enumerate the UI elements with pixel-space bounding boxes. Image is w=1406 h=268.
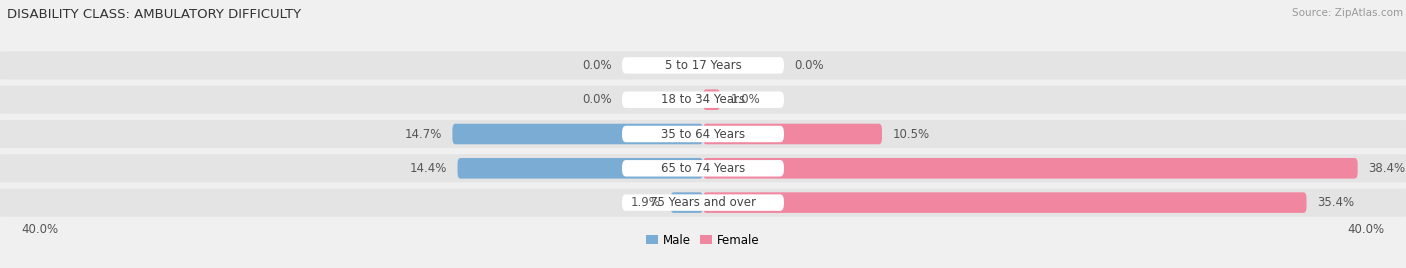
Text: 35.4%: 35.4% <box>1317 196 1354 209</box>
FancyBboxPatch shape <box>453 124 703 144</box>
Text: Source: ZipAtlas.com: Source: ZipAtlas.com <box>1292 8 1403 18</box>
Text: 75 Years and over: 75 Years and over <box>650 196 756 209</box>
Text: 0.0%: 0.0% <box>794 59 824 72</box>
FancyBboxPatch shape <box>0 189 1406 217</box>
Legend: Male, Female: Male, Female <box>641 229 765 252</box>
Text: 14.7%: 14.7% <box>405 128 441 140</box>
FancyBboxPatch shape <box>0 120 1406 148</box>
FancyBboxPatch shape <box>671 192 703 213</box>
FancyBboxPatch shape <box>621 91 785 108</box>
Text: 35 to 64 Years: 35 to 64 Years <box>661 128 745 140</box>
Text: 5 to 17 Years: 5 to 17 Years <box>665 59 741 72</box>
FancyBboxPatch shape <box>703 90 720 110</box>
FancyBboxPatch shape <box>457 158 703 178</box>
Text: 40.0%: 40.0% <box>1348 222 1385 236</box>
FancyBboxPatch shape <box>621 160 785 177</box>
Text: 40.0%: 40.0% <box>21 222 58 236</box>
Text: 14.4%: 14.4% <box>411 162 447 175</box>
FancyBboxPatch shape <box>0 86 1406 114</box>
FancyBboxPatch shape <box>0 154 1406 182</box>
Text: 18 to 34 Years: 18 to 34 Years <box>661 93 745 106</box>
Text: 10.5%: 10.5% <box>893 128 929 140</box>
FancyBboxPatch shape <box>703 124 882 144</box>
FancyBboxPatch shape <box>0 51 1406 79</box>
FancyBboxPatch shape <box>703 158 1358 178</box>
Text: 65 to 74 Years: 65 to 74 Years <box>661 162 745 175</box>
FancyBboxPatch shape <box>621 57 785 74</box>
Text: 1.9%: 1.9% <box>630 196 661 209</box>
Text: 38.4%: 38.4% <box>1368 162 1405 175</box>
FancyBboxPatch shape <box>703 192 1306 213</box>
Text: DISABILITY CLASS: AMBULATORY DIFFICULTY: DISABILITY CLASS: AMBULATORY DIFFICULTY <box>7 8 301 21</box>
FancyBboxPatch shape <box>621 126 785 142</box>
Text: 0.0%: 0.0% <box>582 93 612 106</box>
Text: 1.0%: 1.0% <box>730 93 761 106</box>
FancyBboxPatch shape <box>621 194 785 211</box>
Text: 0.0%: 0.0% <box>582 59 612 72</box>
